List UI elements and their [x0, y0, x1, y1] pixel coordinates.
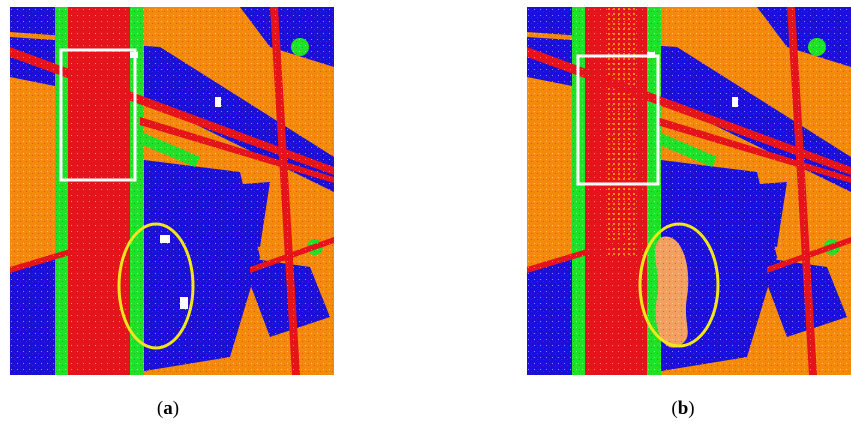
highlight-box	[576, 54, 660, 186]
noise-overlay	[527, 7, 851, 375]
highlight-ellipse	[117, 222, 195, 350]
white-spot	[180, 297, 188, 309]
caption-a-close: )	[172, 398, 180, 419]
classification-map-a-image	[10, 7, 334, 375]
white-spot	[732, 97, 738, 107]
caption-a-open: (	[156, 398, 164, 419]
classification-map-b	[527, 7, 851, 375]
caption-b-letter: b	[677, 398, 689, 419]
caption-a: (a)	[138, 397, 198, 421]
highlight-ellipse	[638, 222, 720, 348]
classification-map-b-image	[527, 7, 851, 375]
white-spot	[160, 235, 170, 243]
caption-b-open: (	[671, 398, 678, 419]
caption-a-letter: a	[163, 398, 173, 419]
caption-b-close: )	[688, 398, 695, 419]
classification-map-a	[10, 7, 334, 375]
caption-b: (b)	[653, 397, 713, 421]
noise-overlay	[10, 7, 334, 375]
highlight-box	[59, 48, 137, 182]
white-spot	[215, 97, 221, 107]
